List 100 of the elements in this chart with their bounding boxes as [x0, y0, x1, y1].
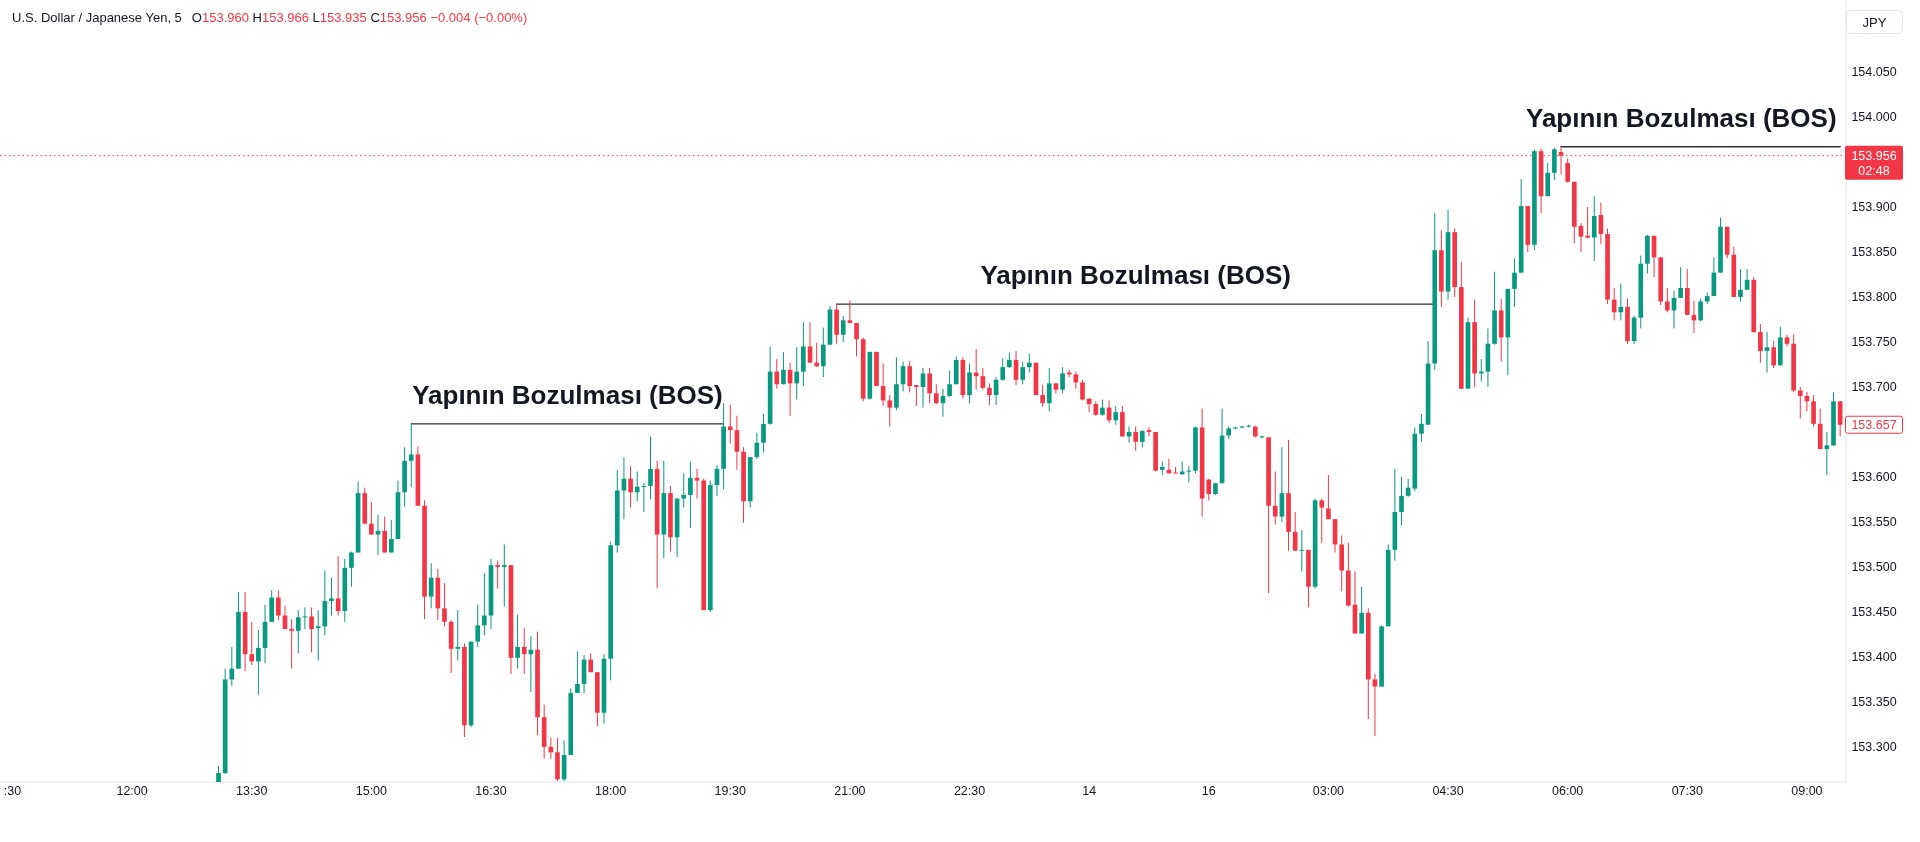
x-tick-label: 09:00 [1791, 783, 1823, 798]
candlestick [933, 383, 939, 405]
candlestick [1591, 195, 1597, 262]
candlestick [794, 346, 800, 401]
candlestick [1206, 478, 1212, 501]
y-tick-label: 153.300 [1851, 739, 1897, 754]
candlestick [1060, 366, 1065, 394]
y-tick-label: 153.450 [1851, 604, 1897, 619]
candlestick [455, 609, 461, 662]
candlestick [927, 367, 932, 404]
candlestick [1665, 287, 1670, 313]
candlestick [249, 621, 255, 666]
candlestick [1020, 361, 1026, 385]
x-tick-label: 07:30 [1671, 783, 1703, 798]
candlestick [854, 322, 859, 357]
candlestick [1764, 331, 1770, 374]
candlestick [375, 514, 381, 556]
candlestick [648, 435, 653, 500]
candlestick [907, 360, 913, 393]
candlestick [894, 356, 899, 411]
candlestick [1771, 340, 1777, 369]
candlestick [1758, 323, 1763, 364]
candlestick [229, 646, 235, 687]
candlestick [369, 501, 374, 536]
candlestick [276, 589, 281, 621]
x-tick-label: 03:00 [1312, 783, 1345, 798]
candlestick [1552, 147, 1557, 181]
candlestick [688, 461, 693, 529]
candlestick [1611, 287, 1617, 321]
candlestick [475, 604, 481, 648]
candlestick [947, 370, 952, 398]
x-tick-label: 16:30 [475, 783, 507, 798]
text: U.S. Dollar / Japanese Yen, 5 [12, 10, 182, 25]
y-tick-label: 153.550 [1851, 514, 1897, 529]
y-tick-label: 154.050 [1851, 64, 1897, 79]
candlestick [515, 614, 520, 670]
x-tick-label: 21:00 [834, 783, 866, 798]
y-tick-label: 153.400 [1851, 649, 1897, 664]
y-tick-label: 153.750 [1851, 334, 1897, 349]
y-tick-label: 153.900 [1851, 199, 1897, 214]
x-tick-label: 06:00 [1552, 783, 1584, 798]
candlestick [1512, 257, 1517, 308]
x-tick-label: 04:30 [1432, 783, 1464, 798]
candlestick [1811, 394, 1816, 428]
candlestick [980, 367, 986, 391]
y-tick-label: 153.850 [1851, 244, 1897, 259]
candlestick [1399, 476, 1404, 527]
candlestick [315, 609, 321, 662]
candlestick [1046, 367, 1052, 412]
annotation: Yapının Bozulması (BOS) [1526, 102, 1837, 133]
candlestick [1738, 268, 1743, 302]
candlestick [482, 572, 487, 636]
x-tick-label: 16 [1201, 783, 1216, 798]
candlestick [1326, 474, 1331, 520]
candlestick [1299, 529, 1305, 572]
candlestick [820, 327, 826, 378]
candlestick [382, 516, 387, 554]
candlestick [495, 560, 500, 590]
x-tick-label: 22:30 [953, 783, 986, 798]
candlestick [1585, 206, 1590, 239]
candlestick [1113, 405, 1119, 426]
candlestick [295, 609, 301, 654]
x-tick-label: 13:30 [236, 783, 268, 798]
y-tick-label: 153.600 [1851, 469, 1897, 484]
candlestick [289, 618, 294, 670]
candlestick [807, 321, 813, 364]
candlestick [781, 351, 786, 385]
candlestick [1292, 511, 1298, 552]
x-tick-label: 18:00 [595, 783, 627, 798]
x-tick-label: 15:00 [355, 783, 388, 798]
candlestick [501, 543, 507, 608]
candlestick [1565, 157, 1570, 184]
candlestick [1797, 386, 1803, 419]
x-tick-label: 12:00 [116, 783, 148, 798]
candlestick [1678, 266, 1683, 299]
annotation: Yapının Bozulması (BOS) [412, 379, 723, 410]
candlestick [1027, 353, 1032, 374]
candlestick [1372, 673, 1378, 737]
candlestick [628, 465, 633, 509]
candlestick [521, 627, 527, 675]
candlestick [256, 629, 261, 696]
text: O153.960 H153.966 L153.935 C153.956 −0.004 (−0.00%) [191, 10, 528, 25]
candlestick [442, 582, 447, 627]
candlestick [1133, 426, 1138, 452]
candlestick [1146, 426, 1152, 437]
candlestick [1000, 357, 1006, 382]
text: 153.657 [1851, 418, 1897, 433]
candlestick [681, 472, 687, 509]
y-tick-label: 153.800 [1851, 289, 1897, 304]
candlestick [1359, 586, 1364, 635]
candlestick [1272, 471, 1278, 526]
candlestick [1419, 413, 1424, 443]
candlestick [761, 413, 766, 454]
candlestick [548, 737, 554, 760]
annotation: Yapının Bozulması (BOS) [980, 260, 1291, 291]
candlestick [1545, 162, 1551, 197]
candlestick [329, 577, 334, 617]
x-tick-label: :30 [3, 783, 22, 798]
candlestick [967, 363, 972, 404]
candlestick [1319, 498, 1325, 544]
